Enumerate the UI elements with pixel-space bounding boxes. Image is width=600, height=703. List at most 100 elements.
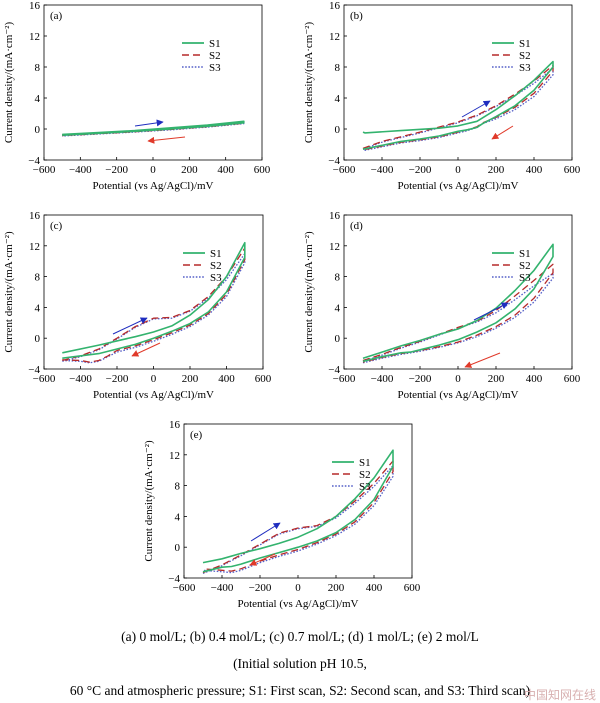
- series-line-s1: [62, 241, 246, 359]
- panel-label: (b): [350, 10, 363, 22]
- y-axis-label: Current density/(mA·cm⁻²): [303, 22, 315, 144]
- y-tick-label: 12: [329, 31, 340, 43]
- y-tick-label: 0: [175, 542, 181, 554]
- legend-label-s1: S1: [359, 457, 371, 469]
- panel-label: (a): [50, 10, 63, 22]
- x-tick-label: −200: [409, 164, 432, 176]
- legend-label-s2: S2: [210, 260, 222, 272]
- panel-label: (e): [190, 429, 203, 441]
- x-tick-label: 400: [366, 582, 383, 594]
- y-tick-label: −4: [328, 364, 340, 376]
- legend-label-s1: S1: [209, 38, 221, 50]
- backward-scan-arrow: [147, 136, 186, 144]
- y-tick-label: 0: [335, 124, 341, 136]
- y-axis-label: Current density/(mA·cm⁻²): [303, 231, 315, 353]
- x-tick-label: 600: [255, 373, 272, 385]
- legend-label-s1: S1: [519, 248, 531, 260]
- y-tick-label: 16: [29, 210, 41, 222]
- legend-label-s3: S3: [519, 272, 531, 284]
- x-tick-label: −600: [33, 373, 56, 385]
- caption-line-2: (Initial solution pH 10.5,: [233, 656, 367, 671]
- x-axis-label: Potential (vs Ag/AgCl)/mV: [93, 389, 214, 401]
- y-tick-label: 12: [169, 450, 180, 462]
- y-tick-label: −4: [168, 573, 180, 585]
- forward-scan-arrow: [473, 302, 509, 321]
- y-tick-label: 8: [35, 272, 41, 284]
- legend-label-s2: S2: [519, 50, 531, 62]
- plot-frame: [183, 423, 413, 579]
- x-tick-label: 200: [328, 582, 345, 594]
- x-tick-label: 600: [564, 373, 581, 385]
- x-tick-label: 200: [182, 373, 199, 385]
- legend-label-s1: S1: [519, 38, 531, 50]
- y-tick-label: 4: [335, 302, 341, 314]
- forward-scan-arrow: [461, 100, 491, 118]
- legend-label-s3: S3: [210, 272, 222, 284]
- y-tick-label: 16: [329, 210, 341, 222]
- caption-line-1: (a) 0 mol/L; (b) 0.4 mol/L; (c) 0.7 mol/…: [121, 629, 479, 644]
- y-tick-label: 4: [35, 93, 41, 105]
- x-tick-label: 200: [488, 164, 505, 176]
- y-tick-label: 8: [335, 62, 341, 74]
- backward-scan-arrow: [491, 125, 514, 140]
- y-tick-label: 4: [335, 93, 341, 105]
- x-tick-label: 0: [455, 373, 461, 385]
- x-tick-label: 400: [217, 164, 234, 176]
- y-tick-label: 12: [29, 31, 40, 43]
- legend-label-s2: S2: [359, 469, 371, 481]
- y-tick-label: 4: [175, 511, 181, 523]
- legend-label-s2: S2: [519, 260, 531, 272]
- x-tick-label: −400: [69, 373, 92, 385]
- chart-panel-4: −600 −400 −200 0 200 400 600 −4 0 4 8 12 16 Potential…: [303, 210, 581, 401]
- x-tick-label: 200: [181, 164, 198, 176]
- x-tick-label: −200: [106, 373, 129, 385]
- forward-scan-arrow: [134, 119, 164, 127]
- caption-line-3: 60 °C and atmospheric pressure; S1: Firs…: [69, 683, 531, 698]
- x-tick-label: 600: [564, 164, 581, 176]
- series-layer: [62, 120, 245, 137]
- y-tick-label: −4: [28, 155, 40, 167]
- y-tick-label: 8: [175, 481, 181, 493]
- x-tick-label: 0: [295, 582, 301, 594]
- x-tick-label: −400: [371, 164, 394, 176]
- series-line-s3: [362, 67, 554, 152]
- x-tick-label: −600: [33, 164, 56, 176]
- backward-scan-arrow: [464, 352, 501, 368]
- x-tick-label: −600: [173, 582, 196, 594]
- y-axis-label: Current density/(mA·cm⁻²): [3, 231, 15, 353]
- legend-label-s1: S1: [210, 248, 222, 260]
- x-tick-label: 0: [151, 373, 157, 385]
- y-tick-label: 0: [35, 333, 41, 345]
- legend-label-s3: S3: [519, 62, 531, 74]
- series-line-s3: [362, 272, 554, 364]
- series-line-s1: [362, 243, 554, 363]
- series-layer: [62, 241, 246, 364]
- forward-scan-arrow: [112, 317, 148, 335]
- y-tick-label: 4: [35, 302, 41, 314]
- series-line-s1: [62, 120, 245, 136]
- plot-frame: [343, 214, 573, 370]
- x-axis-label: Potential (vs Ag/AgCl)/mV: [398, 180, 519, 192]
- x-tick-label: 400: [526, 373, 543, 385]
- x-tick-label: −200: [249, 582, 272, 594]
- watermark: 中国知网在线: [523, 688, 596, 702]
- legend-label-s3: S3: [359, 481, 371, 493]
- x-tick-label: 0: [455, 164, 461, 176]
- y-tick-label: 8: [335, 272, 341, 284]
- y-tick-label: −4: [328, 155, 340, 167]
- x-tick-label: 0: [150, 164, 156, 176]
- chart-panel-2: −600 −400 −200 0 200 400 600 −4 0 4 8 12 16 Potential…: [303, 0, 581, 192]
- y-tick-label: 8: [35, 62, 41, 74]
- x-tick-label: −600: [333, 164, 356, 176]
- x-tick-label: −400: [371, 373, 394, 385]
- plot-frame: [43, 4, 263, 161]
- chart-panel-1: −600 −400 −200 0 200 400 600 −4 0 4 8 12 16 Potential…: [3, 0, 271, 192]
- y-tick-label: 16: [29, 0, 41, 12]
- x-tick-label: 600: [404, 582, 421, 594]
- x-tick-label: 400: [526, 164, 543, 176]
